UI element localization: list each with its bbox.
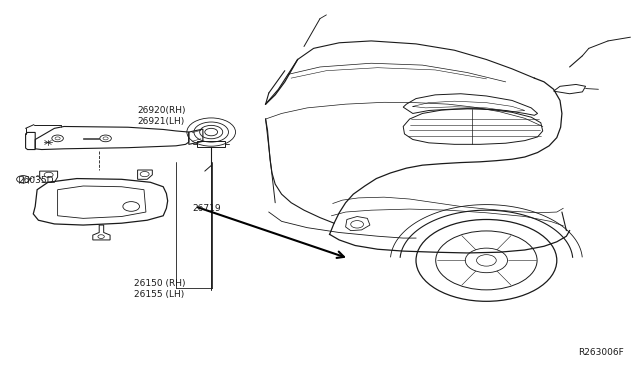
Text: R263006F: R263006F	[579, 348, 624, 357]
Text: 26920(RH)
26921(LH): 26920(RH) 26921(LH)	[138, 106, 186, 126]
Text: 26035D: 26035D	[18, 176, 53, 185]
Text: 26150 (RH)
26155 (LH): 26150 (RH) 26155 (LH)	[134, 279, 186, 299]
Text: 26719: 26719	[192, 204, 221, 213]
